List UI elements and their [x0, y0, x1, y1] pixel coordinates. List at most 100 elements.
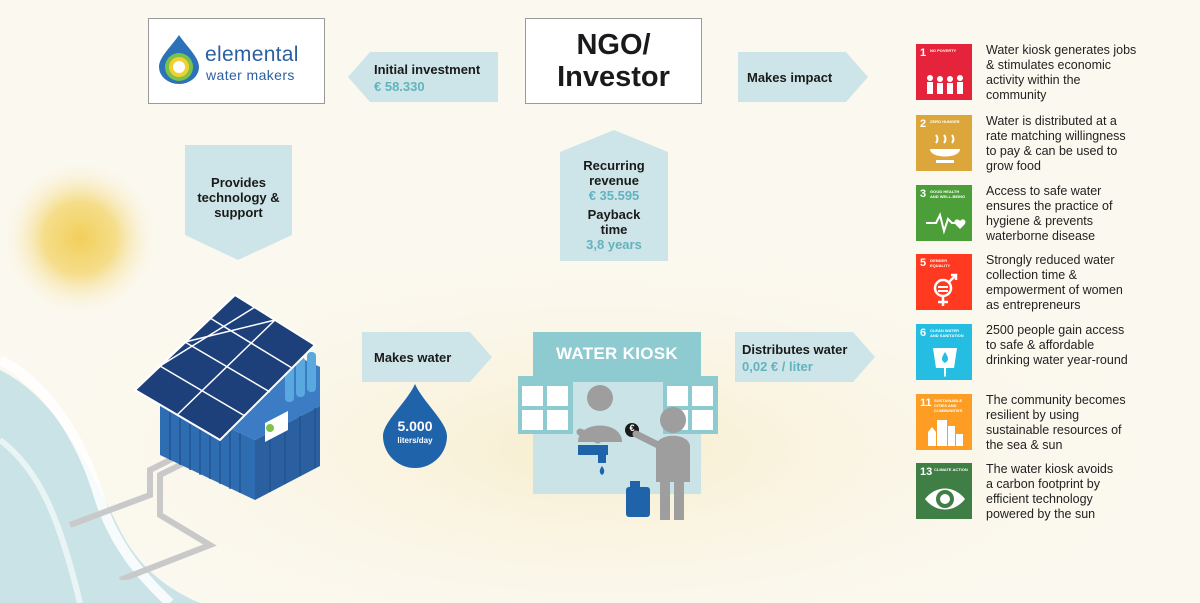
bowl-icon	[930, 134, 960, 163]
sdg-description-11: The community becomes resilient by using s…	[986, 393, 1156, 453]
kiosk-sign	[533, 332, 701, 376]
coin-symbol: €	[629, 423, 635, 433]
provides-line1: Provides	[211, 175, 266, 190]
eye-icon	[925, 488, 965, 510]
initial-investment-arrow: Initial investment € 58.330	[348, 52, 498, 102]
sdg-description-line: empowerment of women	[986, 283, 1123, 297]
sdg-goal-label: NO POVERTY	[930, 48, 957, 53]
sdg-number: 2	[920, 118, 927, 130]
sdg-description-line: efficient technology	[986, 492, 1093, 506]
gender-equality-icon	[933, 273, 958, 306]
sdg-description-line: collection time &	[986, 268, 1078, 282]
makes-water-label: Makes water	[374, 350, 452, 365]
sdg-description-1: Water kiosk generates jobs & stimulates e…	[986, 43, 1156, 103]
sdg-description-line: to safe & affordable	[986, 338, 1095, 352]
sdg-tile-2: 2 ZERO HUNGER	[916, 115, 972, 171]
sea-shape	[0, 370, 200, 603]
kiosk-sign-text: WATER KIOSK	[556, 344, 678, 363]
sdg-description-6: 2500 people gain access to safe & afforda…	[986, 323, 1156, 368]
kiosk-awning	[518, 376, 718, 382]
sdg-description-line: resilient by using	[986, 408, 1080, 422]
recurring-revenue-arrow: Recurring revenue € 35.595 Payback time …	[560, 130, 668, 261]
sdg-goal-label: CLEAN WATER AND SANITATION	[930, 328, 964, 338]
sdg-description-line: Access to safe water	[986, 184, 1102, 198]
sdg-description-line: Strongly reduced water	[986, 253, 1115, 267]
sdg-description-line: The community becomes	[986, 393, 1126, 407]
sdg-description-line: as entrepreneurs	[986, 298, 1081, 312]
sdg-description-line: hygiene & prevents	[986, 214, 1094, 228]
sdg-number: 1	[920, 47, 927, 59]
water-glass-icon	[933, 348, 957, 377]
recurring-line2: revenue	[589, 173, 639, 188]
sdg-description-line: sustainable resources of	[986, 423, 1122, 437]
sdg-description-line: rate matching willingness	[986, 129, 1126, 143]
sdg-description-13: The water kiosk avoids a carbon footprint…	[986, 462, 1156, 522]
sdg-goal-label: SUSTAINABLE CITIES AND COMMUNITIES	[934, 398, 963, 413]
recurring-line1: Recurring	[583, 158, 645, 173]
sdg-number: 13	[920, 466, 933, 478]
brand-tagline: water makers	[206, 67, 295, 83]
brand-name: elemental	[205, 43, 299, 66]
sdg-description-line: activity within the	[986, 73, 1081, 87]
sdg-description-line: grow food	[986, 159, 1041, 173]
sdg-description-line: the sea & sun	[986, 438, 1063, 452]
drop-amount: 5.000	[397, 418, 433, 434]
makes-impact-arrow: Makes impact	[738, 52, 868, 102]
solar-container-illustration	[68, 293, 320, 580]
payback-line2: time	[600, 222, 628, 237]
sdg-description-line: drinking water year-round	[986, 353, 1128, 367]
sdg-tile-1: 1 NO POVERTY	[916, 44, 972, 100]
elemental-logo-box: elemental water makers	[148, 18, 325, 104]
sdg-tile-6: 6 CLEAN WATER AND SANITATION	[916, 324, 972, 380]
sdg-tile-13: 13 CLIMATE ACTION	[916, 463, 972, 519]
recurring-value: € 35.595	[588, 188, 640, 203]
kiosk-people-illustration	[576, 385, 690, 520]
makes-water-arrow: Makes water	[362, 332, 492, 382]
sdg-tile-11: 11 SUSTAINABLE CITIES AND COMMUNITIES	[916, 394, 972, 450]
ngo-investor-box: NGO/ Investor	[525, 18, 702, 104]
sdg-tile-5: 5 GENDER EQUALITY	[916, 254, 972, 310]
sdg-description-line: community	[986, 88, 1047, 102]
sdg-description-line: Water kiosk generates jobs	[986, 43, 1137, 57]
sdg-number: 5	[920, 257, 927, 269]
sdg-description-line: The water kiosk avoids	[986, 462, 1114, 476]
sdg-description-line: powered by the sun	[986, 507, 1096, 521]
payback-value: 3,8 years	[586, 237, 642, 252]
sdg-number: 3	[920, 188, 927, 200]
sdg-goal-label: GOOD HEALTH AND WELL-BEING	[930, 189, 966, 199]
sdg-goal-label: GENDER EQUALITY	[930, 258, 951, 268]
water-kiosk: WATER KIOSK €	[518, 332, 718, 520]
drop-unit: liters/day	[397, 436, 433, 445]
sdg-description-5: Strongly reduced water collection time & e…	[986, 253, 1156, 313]
elemental-logo-icon	[159, 35, 199, 84]
payback-line1: Payback	[587, 207, 641, 222]
distributes-water-label: Distributes water	[742, 342, 848, 357]
sdg-goal-label: CLIMATE ACTION	[934, 467, 968, 472]
provides-support-arrow: Provides technology & support	[185, 145, 292, 260]
jerrycan-icon	[626, 487, 650, 517]
initial-investment-value: € 58.330	[374, 79, 425, 94]
sdg-description-2: Water is distributed at a rate matching w…	[986, 114, 1156, 174]
sdg-description-line: Water is distributed at a	[986, 114, 1117, 128]
initial-investment-label: Initial investment	[374, 62, 481, 77]
sdg-description-line: ensures the practice of	[986, 199, 1113, 213]
distributes-water-value: 0,02 € / liter	[742, 359, 813, 374]
sdg-number: 6	[920, 327, 927, 339]
sdg-goal-label: ZERO HUNGER	[930, 119, 960, 124]
sun-icon	[0, 158, 160, 318]
makes-impact-label: Makes impact	[747, 70, 833, 85]
ngo-title-line2: Investor	[557, 61, 670, 93]
sdg-description-line: 2500 people gain access	[986, 323, 1125, 337]
water-drop-icon	[383, 384, 447, 468]
sdg-description-3: Access to safe water ensures the practice…	[986, 184, 1156, 244]
sdg-description-line: a carbon footprint by	[986, 477, 1100, 491]
water-drop-badge: 5.000 liters/day	[383, 384, 447, 468]
family-icon	[927, 75, 963, 94]
sdg-description-line: & stimulates economic	[986, 58, 1112, 72]
city-icon	[928, 420, 963, 446]
sdg-description-line: waterborne disease	[986, 229, 1096, 243]
sdg-number: 11	[920, 397, 932, 409]
provides-line2: technology &	[197, 190, 280, 205]
sdg-description-line: to pay & can be used to	[986, 144, 1118, 158]
heartbeat-icon	[926, 212, 966, 235]
